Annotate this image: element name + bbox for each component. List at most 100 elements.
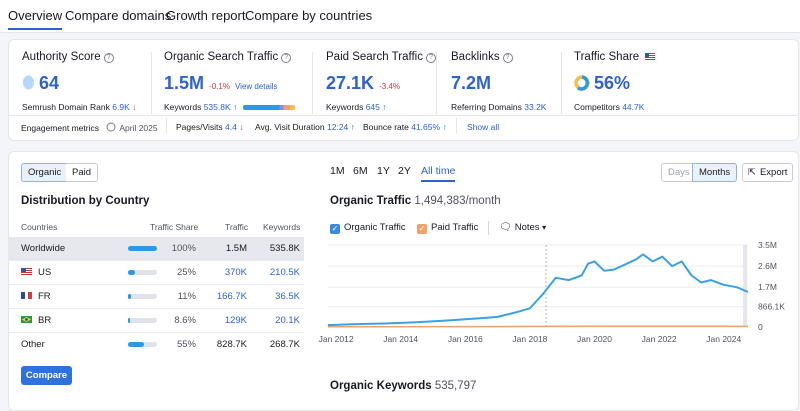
traffic-card <box>8 151 799 411</box>
traffic-share-value[interactable]: 56% <box>574 73 630 94</box>
share-bar <box>128 342 157 347</box>
checkbox-checked-icon: ✓ <box>330 224 340 234</box>
incomplete-period-band <box>743 245 748 327</box>
compare-button[interactable]: Compare <box>21 366 72 385</box>
share-value: 25% <box>176 267 196 278</box>
table-row[interactable]: Other 55% 828.7K 268.7K <box>8 333 304 357</box>
fr-flag-icon <box>21 292 32 299</box>
authority-shield-icon <box>23 75 34 90</box>
organic-traffic-line <box>327 253 749 327</box>
country-name: BR <box>21 315 51 326</box>
tab-overview[interactable]: Overview <box>8 8 63 30</box>
keywords-value[interactable]: 36.5K <box>275 291 300 302</box>
x-tick-label: Jan 2014 <box>383 334 418 344</box>
share-value: 55% <box>176 339 196 350</box>
period-1y[interactable]: 1Y <box>377 165 390 177</box>
paid-traffic-line <box>327 325 749 328</box>
share-value: 8.6% <box>174 315 196 326</box>
share-bar <box>128 294 157 299</box>
months-toggle[interactable]: Months <box>692 163 738 182</box>
legend-paid[interactable]: ✓ Paid Traffic <box>417 222 479 234</box>
share-bar <box>128 246 157 251</box>
backlinks-value[interactable]: 7.2M <box>451 73 492 93</box>
paid-keywords: Keywords 645 ↑ <box>326 102 387 112</box>
paid-traffic-title: Paid Search Traffic? <box>326 51 436 63</box>
country-name: FR <box>21 291 51 302</box>
col-countries: Countries <box>21 222 58 232</box>
table-row[interactable]: Worldwide 100% 1.5M 535.8K <box>8 237 304 261</box>
y-tick-label: 2.6M <box>758 261 777 271</box>
info-icon[interactable]: ? <box>502 53 513 63</box>
y-tick-label: 0 <box>758 322 763 332</box>
organic-traffic-title: Organic Search Traffic? <box>164 51 292 63</box>
organic-traffic-value[interactable]: 1.5M -0.1% View details <box>164 73 278 93</box>
country-name: Other <box>21 339 45 350</box>
period-all-time[interactable]: All time <box>421 165 456 182</box>
x-tick-label: Jan 2024 <box>706 334 741 344</box>
legend-organic[interactable]: ✓ Organic Traffic <box>330 222 406 234</box>
x-tick-label: Jan 2022 <box>642 334 677 344</box>
bounce-rate: Bounce rate 41.65% ↑ <box>363 122 447 132</box>
top-tabs: Overview Compare domains Growth report C… <box>0 0 800 33</box>
tab-compare-domains[interactable]: Compare domains <box>65 8 172 23</box>
calendar-icon <box>106 122 116 132</box>
organic-keywords: Keywords 535.8K ↑ <box>164 102 295 112</box>
authority-score-value[interactable]: 64 <box>22 73 59 94</box>
keywords-value: 535.8K <box>269 243 300 254</box>
days-toggle[interactable]: Days <box>661 163 697 182</box>
info-icon[interactable]: ? <box>281 53 292 63</box>
period-2y[interactable]: 2Y <box>398 165 411 177</box>
organic-keywords-title: Organic Keywords 535,797 <box>330 380 477 392</box>
y-tick-label: 866.1K <box>758 302 785 312</box>
referring-domains: Referring Domains 33.2K <box>451 102 547 112</box>
tab-growth-report[interactable]: Growth report <box>166 8 246 23</box>
organic-traffic-chart-title: Organic Traffic 1,494,383/month <box>330 195 501 207</box>
col-traffic: Traffic <box>225 222 249 232</box>
chevron-down-icon: ▾ <box>542 223 547 232</box>
distribution-title: Distribution by Country <box>21 195 150 207</box>
traffic-value[interactable]: 166.7K <box>216 291 247 302</box>
br-flag-icon <box>21 316 32 323</box>
traffic-value[interactable]: 370K <box>224 267 247 278</box>
keywords-value[interactable]: 210.5K <box>269 267 300 278</box>
metrics-card: Authority Score? 64 Semrush Domain Rank … <box>8 39 799 141</box>
show-all-link[interactable]: Show all <box>467 122 500 132</box>
period-1m[interactable]: 1M <box>330 165 345 177</box>
period-6m[interactable]: 6M <box>353 165 368 177</box>
table-row[interactable]: FR 11% 166.7K 36.5K <box>8 285 304 309</box>
keywords-value[interactable]: 20.1K <box>275 315 300 326</box>
rank-value[interactable]: 6.9K <box>112 102 130 112</box>
table-row[interactable]: US 25% 370K 210.5K <box>8 261 304 285</box>
organic-toggle[interactable]: Organic <box>21 163 69 182</box>
backlinks-title: Backlinks? <box>451 51 513 63</box>
traffic-share-title: Traffic Share <box>574 51 656 63</box>
share-bar <box>128 318 157 323</box>
avg-visit-duration: Avg. Visit Duration 12:24 ↑ <box>255 122 355 132</box>
col-keywords: Keywords <box>263 222 301 232</box>
info-icon[interactable]: ? <box>103 53 114 63</box>
info-icon[interactable]: ? <box>425 53 436 63</box>
paid-toggle[interactable]: Paid <box>66 163 99 182</box>
tab-compare-by-countries[interactable]: Compare by countries <box>245 8 373 23</box>
view-details-link[interactable]: View details <box>234 82 278 91</box>
authority-score-title: Authority Score? <box>22 51 114 63</box>
export-button[interactable]: ⇱ Export <box>742 163 794 182</box>
country-name: Worldwide <box>21 243 66 254</box>
keywords-value: 268.7K <box>269 339 300 350</box>
notes-icon: 🗨 <box>499 222 512 233</box>
share-bar <box>128 270 157 275</box>
x-tick-label: Jan 2016 <box>448 334 483 344</box>
paid-traffic-value[interactable]: 27.1K -3.4% <box>326 73 400 93</box>
y-tick-label: 3.5M <box>758 240 777 250</box>
export-icon: ⇱ <box>748 167 756 178</box>
competitors: Competitors 44.7K <box>574 102 645 112</box>
table-row[interactable]: BR 8.6% 129K 20.1K <box>8 309 304 333</box>
traffic-value: 1.5M <box>225 243 247 254</box>
notes-dropdown[interactable]: 🗨 Notes ▾ <box>499 222 547 233</box>
col-traffic-share: Traffic Share <box>150 222 199 232</box>
organic-traffic-chart: 3.5M 2.6M 1.7M 866.1K 0 Jan 2012 Jan 2014 Jan 2… <box>319 240 786 344</box>
x-tick-label: Jan 2020 <box>577 334 612 344</box>
country-name: US <box>21 267 51 278</box>
semrush-rank: Semrush Domain Rank 6.9K ↓ <box>22 102 137 112</box>
traffic-value[interactable]: 129K <box>224 315 247 326</box>
